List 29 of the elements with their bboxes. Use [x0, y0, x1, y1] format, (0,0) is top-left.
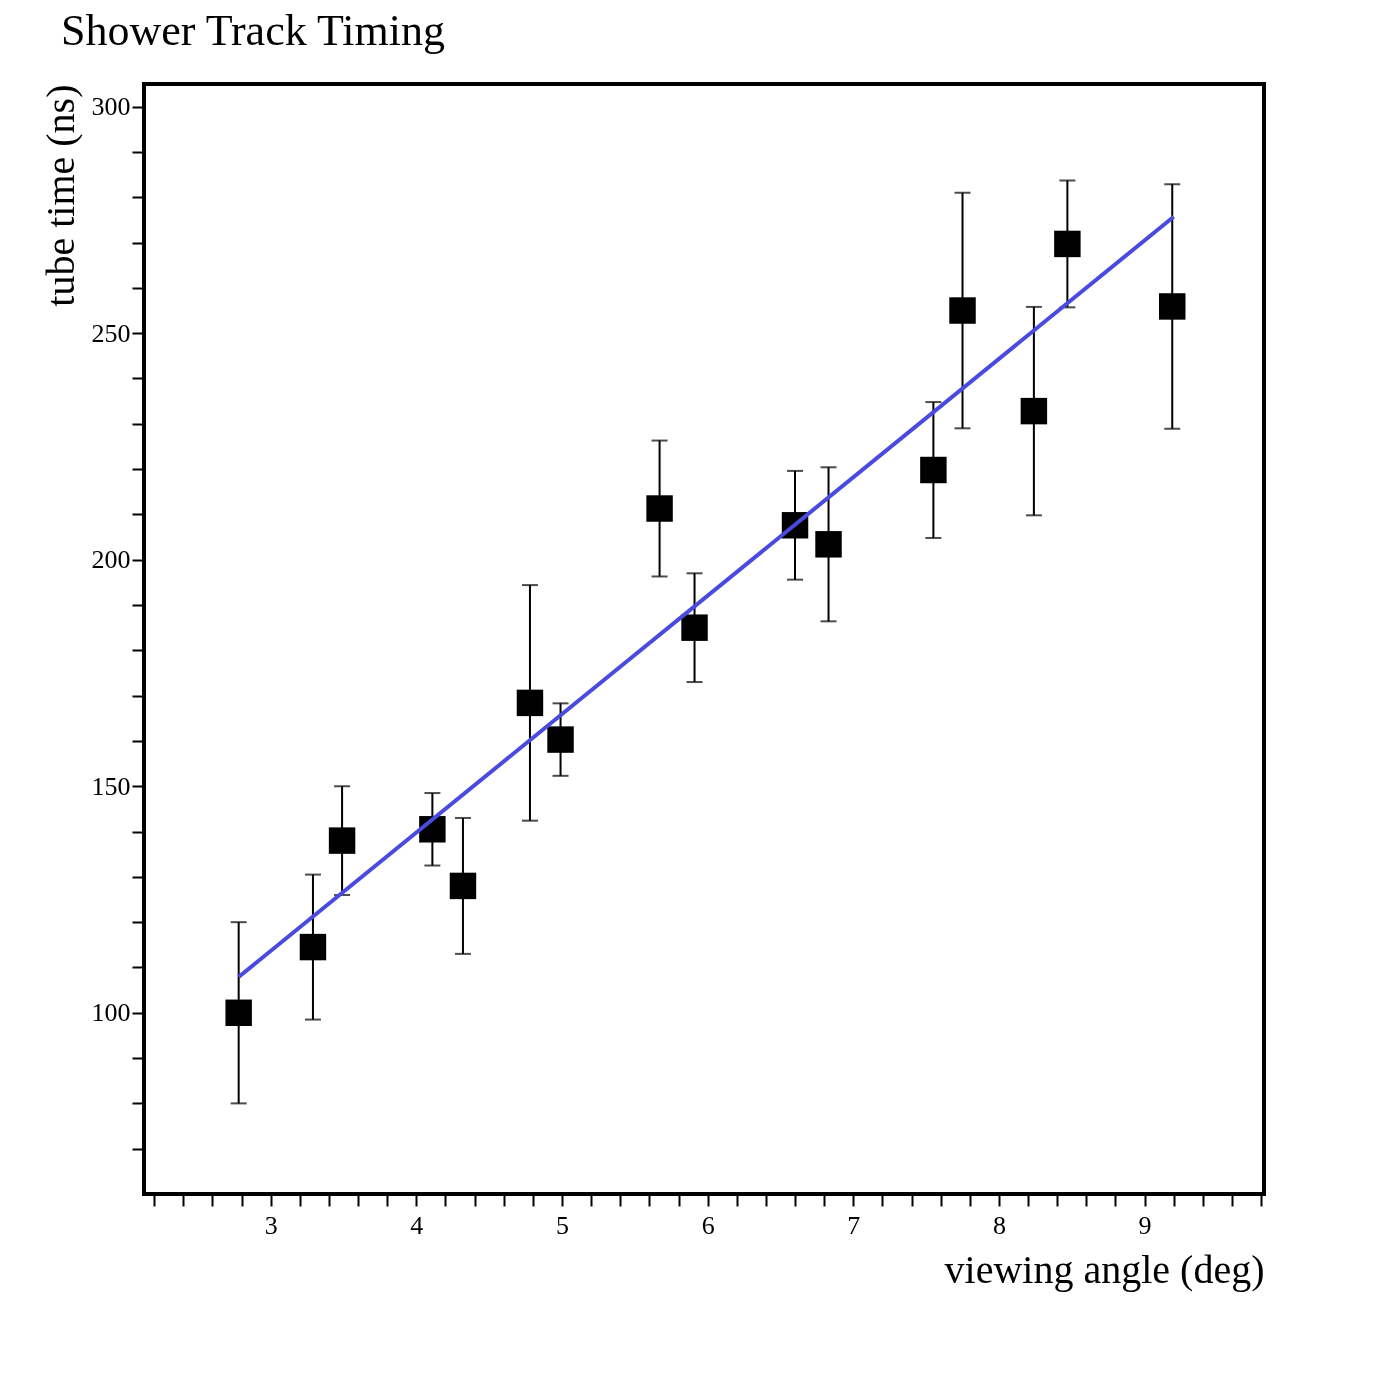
point: [815, 531, 842, 558]
point: [516, 689, 544, 717]
point: [1054, 230, 1081, 258]
point: [225, 999, 252, 1026]
point: [681, 614, 708, 641]
point: [920, 456, 947, 484]
y-tick-label: 200: [91, 545, 131, 575]
x-tick-label: 8: [992, 1210, 1006, 1240]
y-tick-label: 250: [91, 318, 131, 348]
x-tick-label: 6: [701, 1210, 715, 1240]
y-tick-label: 150: [91, 771, 131, 801]
y-axis-title: tube time (ns): [37, 84, 83, 307]
point: [949, 297, 976, 324]
point: [299, 933, 327, 961]
x-tick-label: 4: [410, 1210, 424, 1240]
point: [449, 872, 477, 900]
chart-title: Shower Track Timing: [61, 6, 445, 55]
x-tick-label: 7: [847, 1210, 861, 1240]
y-tick-label: 300: [91, 92, 131, 122]
y-tick-label: 100: [91, 998, 131, 1028]
point: [646, 495, 673, 522]
point: [547, 726, 574, 753]
x-tick-label: 3: [264, 1210, 278, 1240]
x-tick-label: 9: [1138, 1210, 1152, 1240]
point: [328, 827, 356, 854]
x-axis-title: viewing angle (deg): [944, 1246, 1265, 1292]
x-tick-label: 5: [556, 1210, 569, 1240]
point: [1020, 397, 1048, 425]
point: [1159, 293, 1186, 320]
